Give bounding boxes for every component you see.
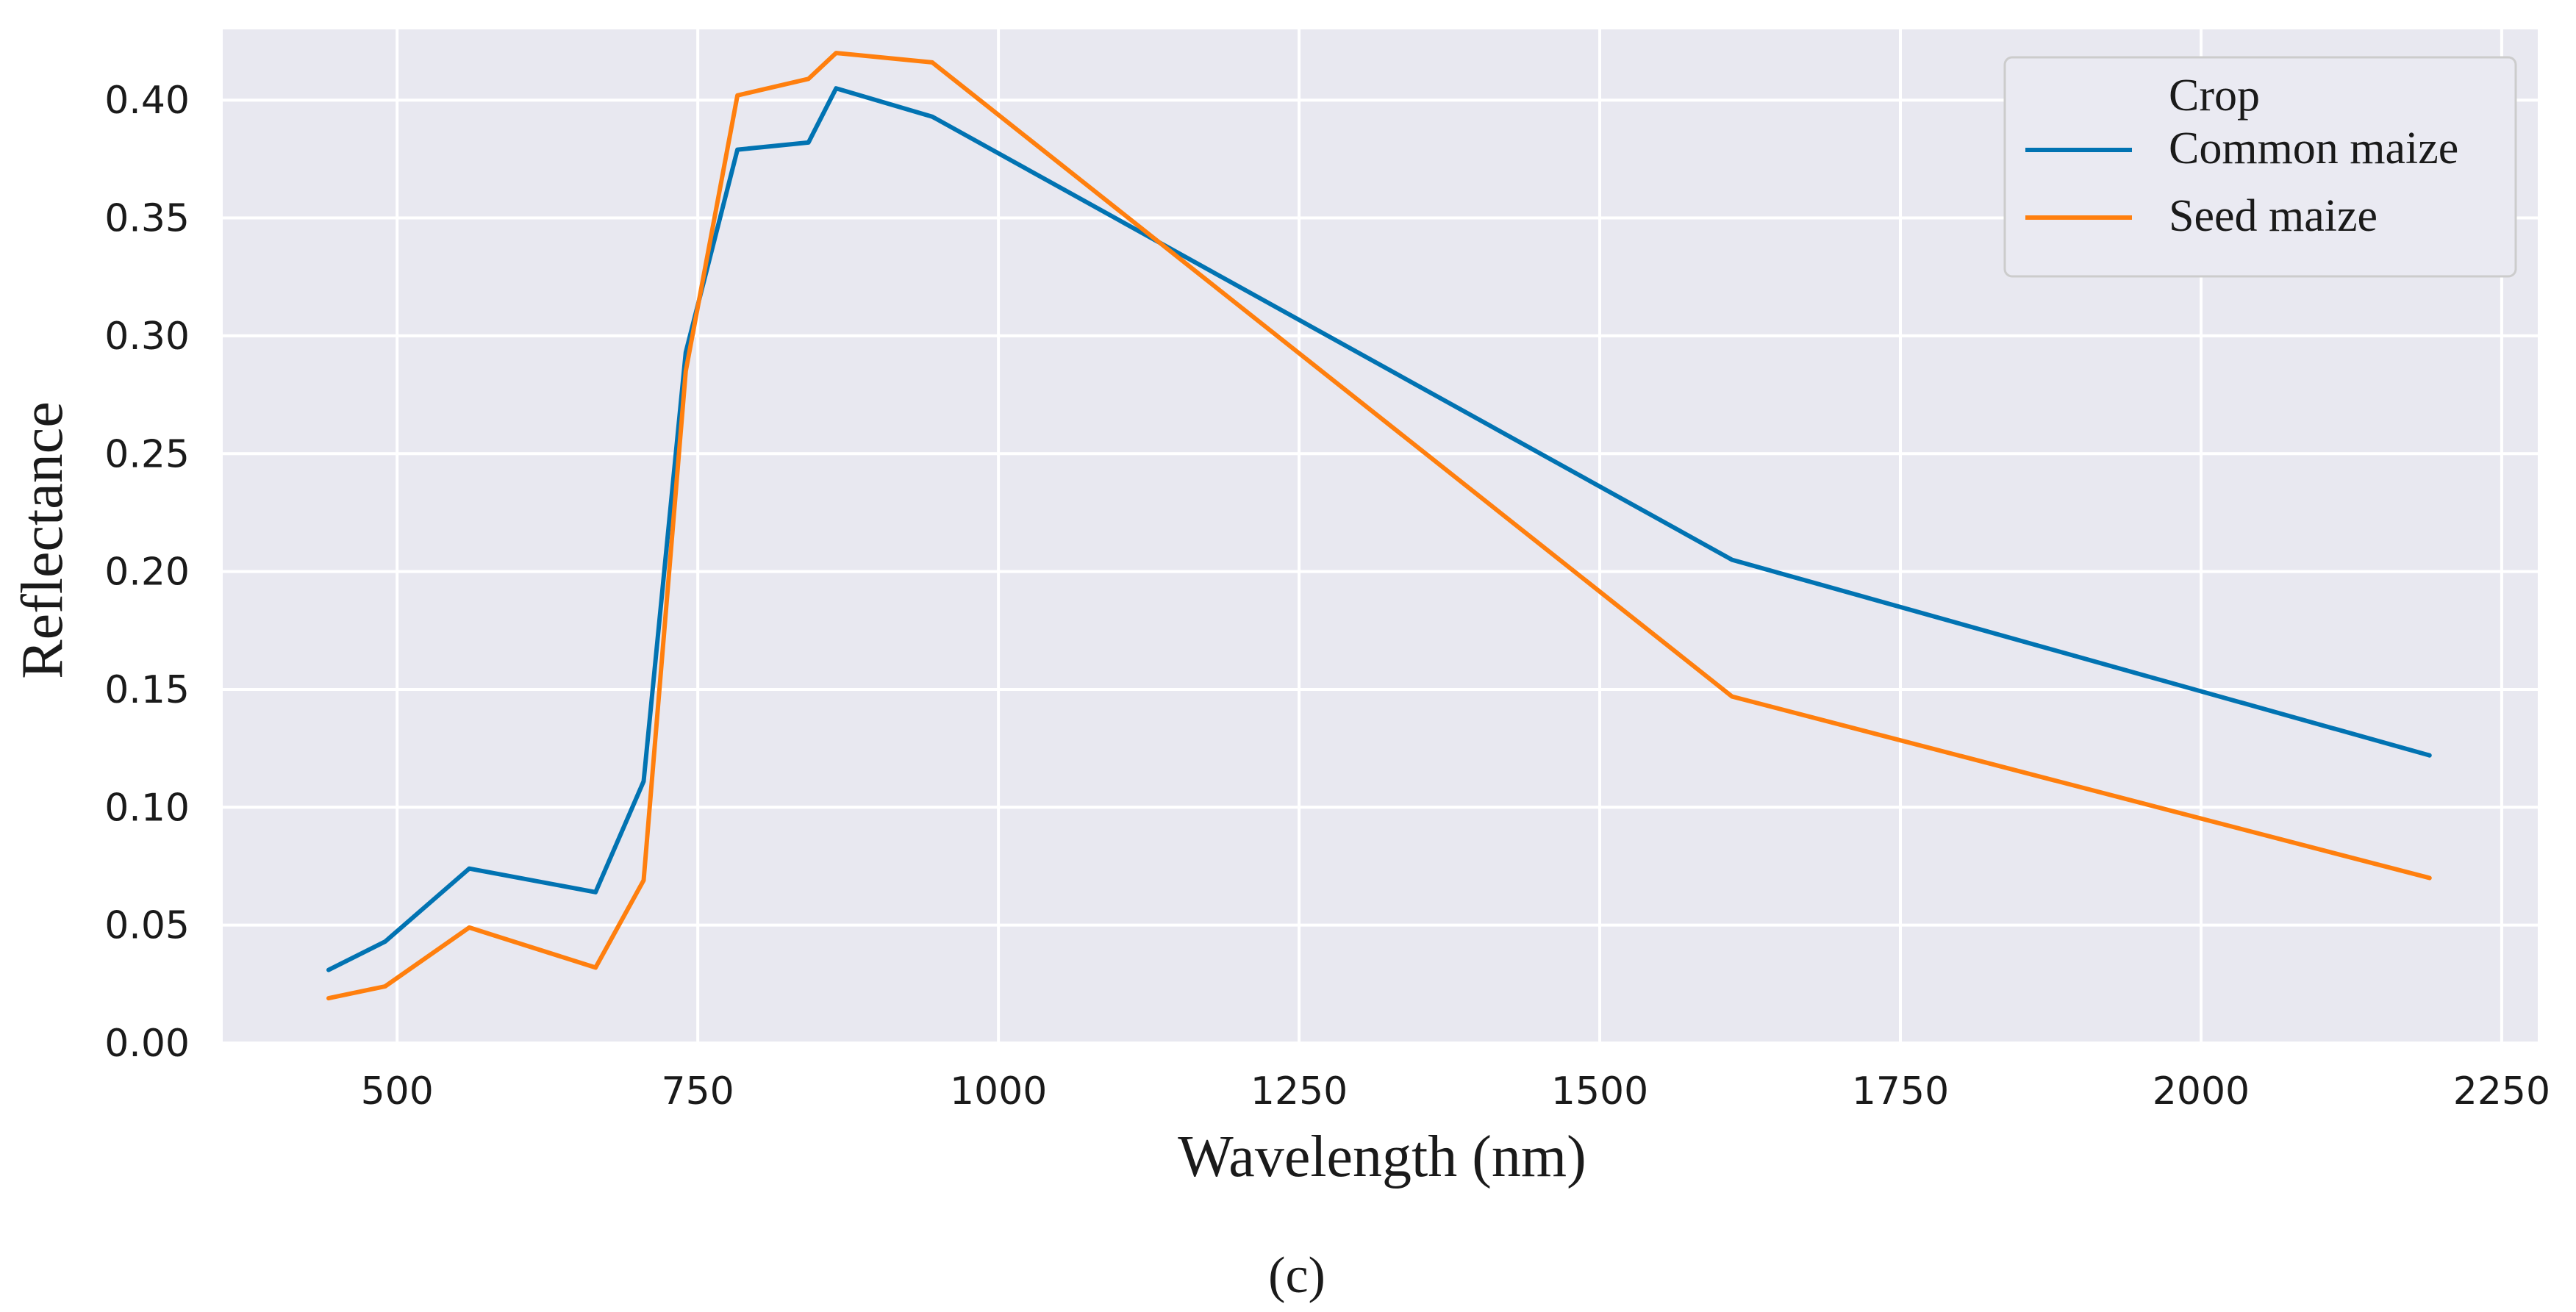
series-line-common-maize xyxy=(326,86,2432,972)
figure-caption: (c) xyxy=(1268,1247,1325,1304)
legend-label-common-maize: Common maize xyxy=(2169,123,2458,173)
y-tick-label: 0.40 xyxy=(104,79,190,123)
y-tick-label: 0.30 xyxy=(104,315,190,359)
x-axis-title: Wavelength (nm) xyxy=(1178,1125,1586,1189)
series-line-seed-maize xyxy=(326,51,2432,1001)
y-tick-label: 0.10 xyxy=(104,786,190,830)
y-tick-label: 0.15 xyxy=(104,668,190,712)
series-lines xyxy=(326,51,2432,1001)
x-tick-label: 1000 xyxy=(950,1069,1047,1114)
x-tick-label: 1750 xyxy=(1852,1069,1949,1114)
y-tick-label: 0.20 xyxy=(104,551,190,595)
y-tick-label: 0.00 xyxy=(104,1022,190,1066)
legend-label-seed-maize: Seed maize xyxy=(2169,191,2378,241)
x-tick-label: 2250 xyxy=(2453,1069,2550,1114)
x-tick-label: 1250 xyxy=(1251,1069,1348,1114)
x-axis: 500 750 1000 1250 1500 1750 2000 2250 xyxy=(361,1069,2551,1114)
x-tick-label: 2000 xyxy=(2153,1069,2250,1114)
x-tick-label: 750 xyxy=(662,1069,734,1114)
y-tick-label: 0.05 xyxy=(104,904,190,948)
legend-title: Crop xyxy=(2169,71,2260,121)
legend: Crop Common maize Seed maize xyxy=(2003,56,2517,278)
grid-lines xyxy=(223,29,2538,1044)
y-tick-label: 0.35 xyxy=(104,197,190,241)
y-axis-title: Reflectance xyxy=(10,401,75,679)
y-tick-label: 0.25 xyxy=(104,432,190,476)
y-axis: 0.00 0.05 0.10 0.15 0.20 0.25 0.30 0.35 0.40 xyxy=(104,79,190,1066)
x-tick-label: 500 xyxy=(361,1069,434,1114)
legend-box xyxy=(2003,56,2517,278)
x-tick-label: 1500 xyxy=(1551,1069,1648,1114)
